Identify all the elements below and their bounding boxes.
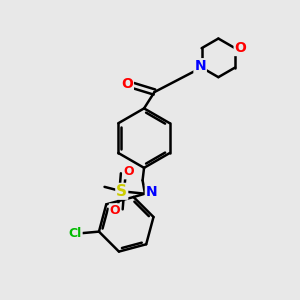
Text: O: O	[235, 41, 246, 55]
Text: O: O	[121, 77, 133, 91]
Text: S: S	[116, 184, 127, 199]
Text: O: O	[110, 204, 120, 217]
Text: N: N	[194, 59, 206, 73]
Text: N: N	[146, 185, 157, 199]
Text: Cl: Cl	[68, 227, 82, 240]
Text: O: O	[123, 166, 134, 178]
